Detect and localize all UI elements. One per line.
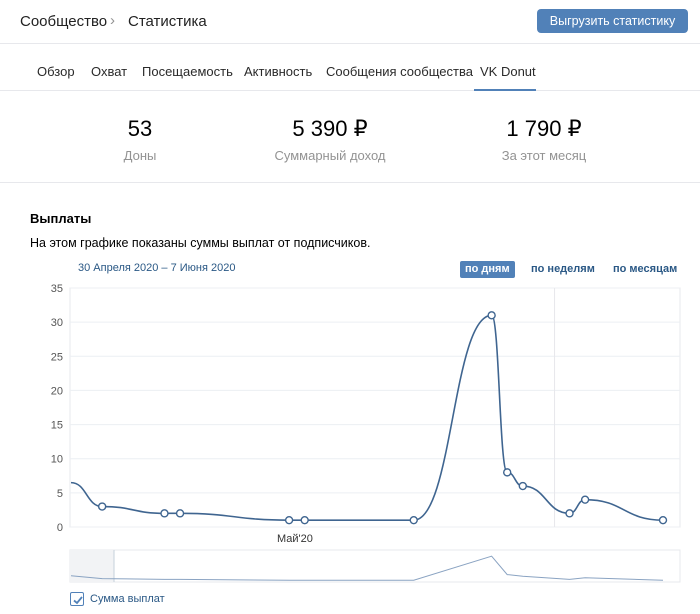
section-title: Выплаты bbox=[30, 211, 92, 226]
kpi-value: 53 bbox=[127, 116, 153, 141]
data-point bbox=[160, 509, 169, 518]
range-navigator bbox=[69, 549, 681, 583]
checkmark-icon bbox=[73, 596, 83, 605]
active-tab-indicator bbox=[474, 89, 536, 91]
top-bar: Сообщество › Статистика Выгрузить статис… bbox=[0, 0, 700, 44]
series-line bbox=[70, 314, 664, 521]
data-point bbox=[487, 311, 496, 320]
tab-reach[interactable]: Охват bbox=[91, 64, 128, 79]
breadcrumb-separator-icon: › bbox=[110, 12, 115, 29]
tabs-bar: Обзор Охват Посещаемость Активность Сооб… bbox=[0, 45, 700, 91]
data-point bbox=[300, 515, 309, 525]
section-description: На этом графике показаны суммы выплат от… bbox=[30, 236, 371, 250]
data-point bbox=[580, 495, 590, 504]
range-navigator-line bbox=[70, 555, 664, 581]
export-statistics-button[interactable]: Выгрузить статистику bbox=[537, 9, 688, 33]
y-tick-label: 20 bbox=[51, 385, 63, 397]
payouts-line-chart: 0 5 10 15 20 25 30 35 Май'20 bbox=[51, 283, 681, 583]
kpi-label: Доны bbox=[123, 148, 157, 163]
y-tick-label: 0 bbox=[57, 522, 63, 534]
data-point bbox=[97, 502, 107, 511]
data-point bbox=[175, 509, 185, 518]
legend-series-label: Сумма выплат bbox=[90, 593, 165, 605]
y-tick-label: 15 bbox=[51, 420, 63, 432]
period-months-button[interactable]: по месяцам bbox=[613, 263, 678, 275]
tab-activity[interactable]: Активность bbox=[244, 64, 313, 79]
breadcrumb-community[interactable]: Сообщество bbox=[20, 13, 108, 30]
kpi-label: За этот месяц bbox=[501, 148, 587, 163]
kpi-label: Суммарный доход bbox=[274, 148, 386, 163]
data-point bbox=[284, 515, 294, 525]
y-tick-label: 5 bbox=[57, 488, 63, 500]
data-point bbox=[658, 515, 668, 525]
data-point bbox=[518, 481, 527, 491]
plot-area bbox=[69, 287, 681, 528]
page-title: Статистика bbox=[128, 13, 207, 30]
data-point bbox=[565, 509, 574, 518]
kpi-value: 5 390 ₽ bbox=[292, 116, 368, 141]
kpi-row: 53 Доны 5 390 ₽ Суммарный доход 1 790 ₽ … bbox=[0, 92, 700, 183]
y-tick-label: 30 bbox=[51, 317, 63, 329]
tab-community-messages[interactable]: Сообщения сообщества bbox=[326, 64, 473, 79]
period-weeks-button[interactable]: по неделям bbox=[531, 263, 595, 275]
y-tick-label: 25 bbox=[51, 351, 63, 363]
y-tick-label: 10 bbox=[51, 454, 63, 466]
data-point bbox=[503, 468, 512, 477]
period-days-button[interactable]: по дням bbox=[460, 261, 515, 278]
data-point bbox=[409, 515, 418, 525]
tab-vk-donut[interactable]: VK Donut bbox=[480, 64, 536, 79]
tab-overview[interactable]: Обзор bbox=[37, 64, 75, 79]
y-tick-label: 35 bbox=[51, 283, 63, 295]
x-tick-label: Май'20 bbox=[277, 533, 313, 545]
date-range-picker[interactable]: 30 Апреля 2020 – 7 Июня 2020 bbox=[78, 262, 236, 274]
legend-series-checkbox[interactable] bbox=[70, 592, 84, 606]
kpi-value: 1 790 ₽ bbox=[506, 116, 582, 141]
tab-attendance[interactable]: Посещаемость bbox=[142, 64, 233, 79]
